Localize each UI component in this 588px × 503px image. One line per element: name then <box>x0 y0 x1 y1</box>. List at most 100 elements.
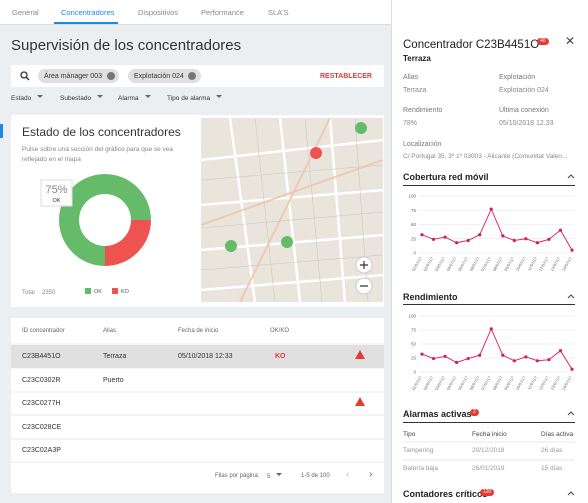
total-value: 2350 <box>42 290 56 296</box>
table-header: ID concentrador <box>22 328 65 334</box>
card-title: Estado de los concentradores <box>22 125 181 139</box>
rows-per-page[interactable]: 5 <box>267 473 282 480</box>
tab[interactable]: Concentradores <box>61 8 115 17</box>
point <box>431 356 436 361</box>
table-cell[interactable]: KO <box>275 353 286 360</box>
chip-remove[interactable] <box>188 72 196 80</box>
tab[interactable]: Dispositivos <box>138 8 179 17</box>
tab[interactable]: General <box>12 8 39 17</box>
y-tick-label: 50 <box>411 342 417 347</box>
field-value: 78% <box>403 120 418 127</box>
section-rule <box>403 185 575 186</box>
section-title: Alarmas activas <box>403 409 472 419</box>
tab[interactable]: Performance <box>201 8 244 17</box>
point <box>443 354 447 358</box>
y-tick-label: 75 <box>411 208 417 213</box>
table-header: Fecha de inicio <box>178 328 219 334</box>
point <box>478 233 482 237</box>
field-value: Explotación 024 <box>499 87 549 94</box>
y-tick-label: 100 <box>408 314 416 319</box>
chip-remove[interactable] <box>107 72 115 80</box>
point <box>501 353 505 357</box>
point <box>558 349 563 353</box>
next-page[interactable]: › <box>369 469 373 480</box>
reset-button[interactable]: RESTABLECER <box>320 73 372 80</box>
tab[interactable]: SLA'S <box>268 8 289 17</box>
point <box>547 237 551 241</box>
section-badge: 120 <box>480 489 495 496</box>
table-cell[interactable]: C23C028CE <box>22 423 62 431</box>
close-button[interactable]: ✕ <box>565 34 576 48</box>
field-value: 05/10/2018 12.33 <box>499 120 554 127</box>
tab-bar <box>0 0 391 25</box>
alarm-header: Fecha inicio <box>472 431 507 438</box>
table-cell[interactable]: Terraza <box>103 353 127 360</box>
point <box>512 238 516 243</box>
y-tick-label: 100 <box>408 194 416 199</box>
field-label: Última conexión <box>499 107 549 114</box>
tooltip-name: OK <box>53 198 61 204</box>
section-badge: 2 <box>470 409 479 416</box>
rows-per-page-label: Filas por página: <box>215 473 260 479</box>
alarm-cell: Batería baja <box>403 465 439 472</box>
x-tick-label: 14/07/17 <box>561 255 574 272</box>
table-cell[interactable]: Puerto <box>103 376 124 384</box>
table-header: OK/KO <box>270 328 290 334</box>
point <box>455 360 459 365</box>
table-cell[interactable]: C23C0277H <box>22 400 61 407</box>
detail-subtitle: Terraza <box>403 54 431 63</box>
section-rule <box>403 304 575 305</box>
table-cell[interactable]: 05/10/2018 12:33 <box>178 353 233 360</box>
alarm-icon <box>355 397 365 406</box>
detail-panel <box>391 0 588 503</box>
point <box>466 238 470 243</box>
filter-dropdown[interactable]: Subestado <box>60 95 103 103</box>
table-cell[interactable]: C23C02A3P <box>22 447 61 454</box>
point <box>466 356 470 361</box>
tooltip <box>40 179 73 207</box>
point <box>547 358 551 362</box>
filter-dropdown[interactable]: Alarma <box>118 95 151 103</box>
y-tick-label: 25 <box>411 236 417 241</box>
alarm-cell: 26 días <box>541 447 563 454</box>
point <box>489 327 493 331</box>
selected-row <box>11 345 384 368</box>
point <box>443 235 447 239</box>
field-value: C/ Portugal 35, 3º 1º 03003 - Alicante (… <box>403 153 568 160</box>
filter-dropdown[interactable]: Tipo de alarma <box>167 95 222 103</box>
prev-page[interactable]: ‹ <box>346 469 350 480</box>
page-range: 1-5 de 100 <box>301 473 330 479</box>
chip-label: Explotación 024 <box>134 73 184 80</box>
table-cell[interactable]: C23C0302R <box>22 376 61 384</box>
legend-swatch <box>112 288 118 294</box>
y-tick-label: 0 <box>413 370 416 375</box>
legend-swatch <box>85 288 91 294</box>
legend-label: KO <box>121 289 130 295</box>
point <box>420 352 424 356</box>
field-label: Alias <box>403 74 419 81</box>
field-label: Localización <box>403 141 442 148</box>
table-cell[interactable]: C23B4451O <box>22 353 61 360</box>
section-title: Contadores críticos <box>403 489 488 499</box>
section-title: Rendimiento <box>403 292 458 302</box>
filter-chip[interactable] <box>128 69 201 83</box>
section-rule <box>403 422 575 423</box>
point <box>535 359 539 363</box>
y-tick-label: 75 <box>411 328 417 333</box>
filter-chip[interactable] <box>38 69 119 83</box>
point <box>558 228 563 232</box>
point <box>535 241 539 245</box>
line <box>421 207 573 251</box>
legend-label: OK <box>94 289 102 295</box>
y-tick-label: 25 <box>411 356 417 361</box>
detail-badge: 40 <box>537 38 549 45</box>
x-tick-label: 14/07/17 <box>561 374 574 391</box>
filter-dropdown[interactable]: Estado <box>11 95 43 103</box>
tooltip-value: 75% <box>45 184 67 196</box>
alarm-icon <box>355 350 365 359</box>
map <box>200 117 384 303</box>
point <box>512 359 516 363</box>
point <box>570 248 574 252</box>
alarm-cell: Tampering <box>403 447 434 454</box>
